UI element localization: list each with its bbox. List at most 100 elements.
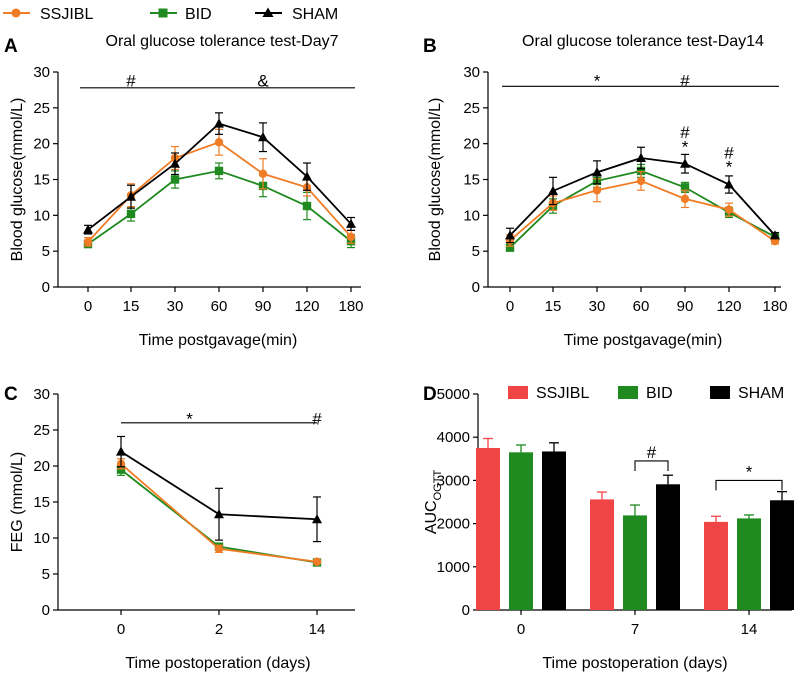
y-axis-label: AUCOGTT: [423, 470, 444, 535]
significance-marker: #: [312, 409, 322, 428]
panel-letter-c: C: [4, 384, 18, 405]
point-sham: [548, 185, 558, 195]
bar-ssjibl: [704, 521, 728, 610]
point-sham: [214, 509, 224, 519]
y-axis-label: Blood glucose(mmol/L): [427, 98, 444, 262]
x-tick-label: 0: [517, 621, 525, 638]
y-axis-label-main: AUC: [423, 500, 440, 534]
point-sham: [258, 132, 268, 142]
legend-swatch-sham: [710, 386, 730, 399]
y-tick-label: 20: [33, 136, 50, 153]
point-bid: [214, 166, 224, 176]
x-tick-label: 14: [741, 621, 758, 638]
y-tick-label: 10: [33, 530, 50, 547]
y-tick-label: 30: [33, 386, 50, 403]
significance-marker: #: [680, 123, 690, 142]
chart-title: Oral glucose tolerance test-Day14: [522, 33, 764, 50]
y-tick-label: 2000: [437, 516, 470, 533]
x-tick-label: 7: [631, 621, 639, 638]
significance-marker: *: [186, 409, 193, 428]
x-tick-label: 2: [215, 621, 223, 638]
bar-sham: [656, 484, 680, 610]
point-sham: [170, 158, 180, 168]
x-tick-label: 0: [84, 298, 92, 315]
x-tick-label: 60: [211, 298, 228, 315]
legend-sham: SHAM: [255, 6, 338, 23]
significance-marker: *: [682, 138, 689, 157]
legend-label-sham: SHAM: [738, 385, 784, 402]
legend-bid-marker: [158, 8, 168, 18]
point-sham: [770, 230, 780, 240]
point-ssjibl: [214, 138, 224, 147]
x-tick-label: 0: [117, 621, 125, 638]
x-tick-label: 30: [589, 298, 606, 315]
x-tick-label: 90: [255, 298, 272, 315]
legend-label-ssjibl: SSJIBL: [536, 385, 589, 402]
point-sham: [116, 446, 126, 456]
y-tick-label: 10: [33, 207, 50, 224]
bar-ssjibl: [476, 448, 500, 610]
point-ssjibl: [724, 205, 734, 214]
legend-label-bid: BID: [646, 385, 673, 402]
y-tick-label: 20: [463, 136, 480, 153]
y-tick-label: 30: [463, 64, 480, 81]
significance-marker: *: [594, 72, 601, 91]
x-axis-label: Time postgavage(min): [564, 332, 723, 349]
legend-ssjibl-label: SSJIBL: [40, 6, 93, 23]
legend-sham-label: SHAM: [292, 6, 338, 23]
significance-marker: #: [126, 72, 136, 91]
y-tick-label: 0: [472, 279, 480, 296]
panel-c-chart: 0 5 10 15 20 25 30 0 2 14 Time postoperation (days…: [9, 386, 355, 672]
point-bid: [126, 209, 136, 219]
chart-title: Oral glucose tolerance test-Day7: [106, 33, 339, 50]
bar-bid: [737, 518, 761, 610]
y-axis-label-sub: OGTT: [432, 470, 444, 501]
y-tick-label: 0: [42, 279, 50, 296]
x-axis-label: Time postoperation (days): [125, 655, 310, 672]
x-tick-label: 15: [123, 298, 140, 315]
x-tick-label: 180: [762, 298, 787, 315]
panel-letter-a: A: [4, 36, 18, 57]
point-bid: [170, 175, 180, 184]
y-tick-label: 25: [463, 100, 480, 117]
point-ssjibl: [258, 169, 268, 178]
panel-a-chart: Oral glucose tolerance test-Day7 0 5 10 15 20…: [9, 33, 364, 349]
y-tick-label: 4000: [437, 429, 470, 446]
y-tick-label: 15: [33, 172, 50, 189]
bar-bid: [509, 452, 533, 610]
y-tick-label: 0: [42, 602, 50, 619]
y-tick-label: 25: [33, 422, 50, 439]
significance-marker: #: [724, 143, 734, 162]
point-sham: [505, 230, 515, 240]
significance-bracket: [634, 460, 669, 471]
y-tick-label: 20: [33, 458, 50, 475]
series-line-ssjibl: [87, 141, 352, 243]
x-axis-label: Time postoperation (days): [542, 655, 727, 672]
x-tick-label: 60: [633, 298, 650, 315]
point-ssjibl: [346, 232, 356, 242]
y-tick-label: 1000: [437, 559, 470, 576]
point-bid: [116, 465, 126, 474]
legend-sham-marker: [262, 7, 274, 17]
x-tick-label: 120: [294, 298, 319, 315]
point-sham: [302, 171, 312, 181]
significance-marker: &: [257, 72, 269, 91]
legend-bid: BID: [150, 6, 212, 23]
point-bid: [505, 243, 515, 252]
point-ssjibl: [83, 237, 93, 247]
panel-letter-d: D: [423, 384, 437, 405]
x-tick-label: 14: [309, 621, 326, 638]
y-tick-label: 5000: [437, 386, 470, 403]
bar-ssjibl: [590, 499, 614, 610]
y-tick-label: 10: [463, 207, 480, 224]
bar-sham: [542, 451, 566, 610]
significance-bracket: [715, 479, 783, 491]
y-tick-label: 5: [42, 243, 50, 260]
point-sham: [680, 158, 690, 168]
x-axis-label: Time postgavage(min): [139, 332, 298, 349]
y-tick-label: 0: [462, 602, 470, 619]
point-ssjibl: [214, 544, 224, 553]
point-sham: [126, 191, 136, 201]
x-tick-label: 120: [716, 298, 741, 315]
y-tick-label: 3000: [437, 472, 470, 489]
